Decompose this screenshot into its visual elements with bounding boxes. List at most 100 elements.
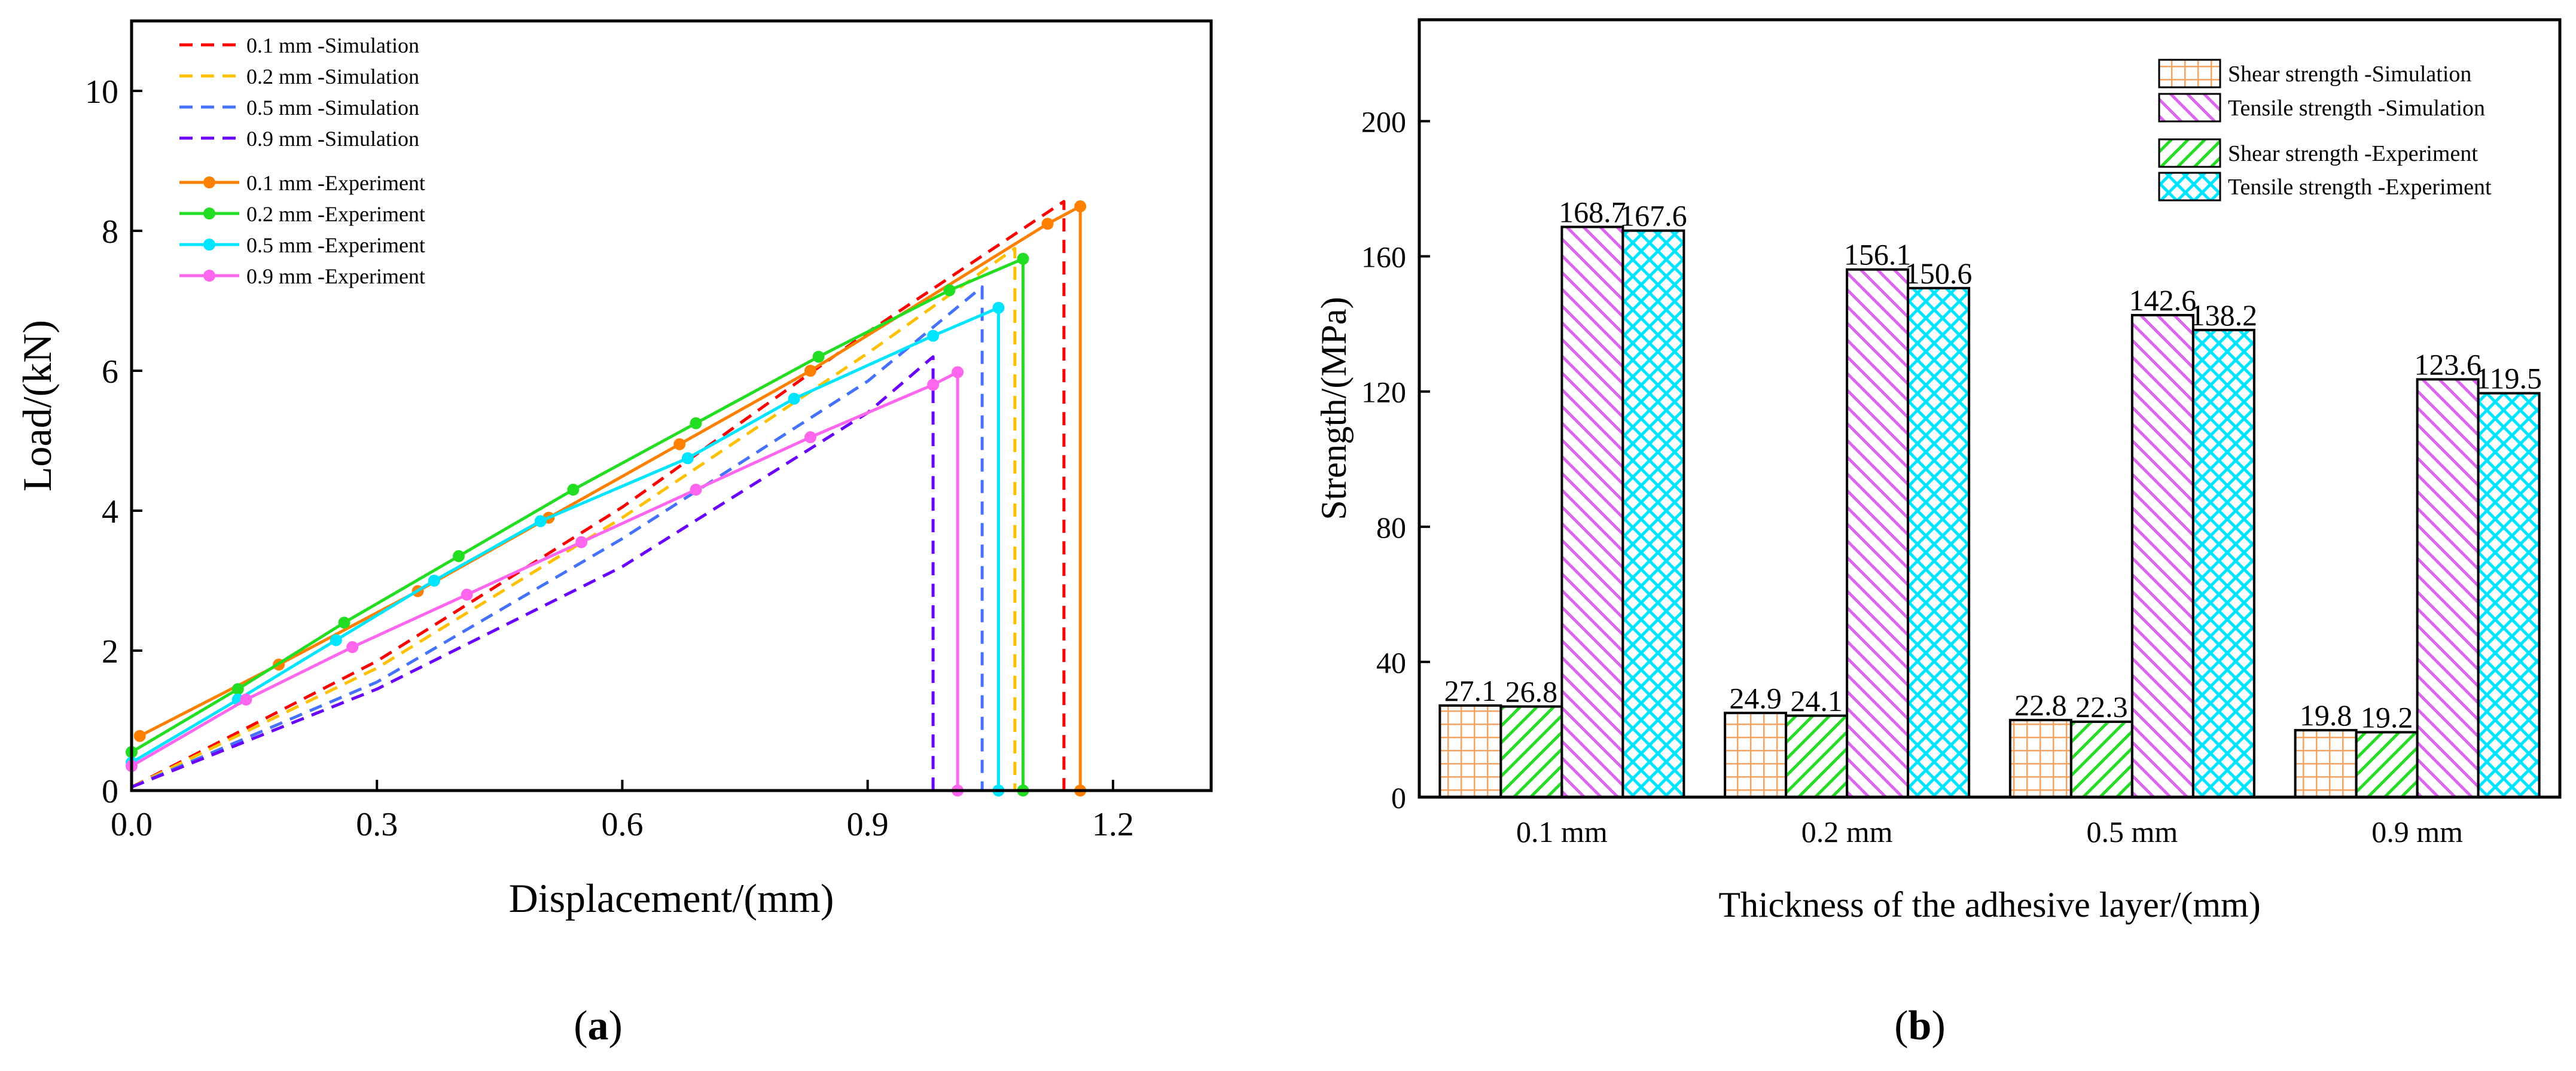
bar: [2069, 720, 2133, 799]
legend-label: 0.9 mm -Simulation: [246, 127, 419, 151]
y-tick-label: 160: [1361, 240, 1406, 274]
legend-marker: [203, 208, 215, 219]
x-tick-label: 0.1 mm: [1516, 815, 1608, 849]
data-point: [690, 483, 702, 496]
bar-value-label: 119.5: [2476, 362, 2542, 395]
x-tick-label: 0.6: [601, 806, 643, 843]
x-axis-ticks: 0.0 0.3 0.6 0.9 1.2: [111, 780, 1134, 843]
y-axis-label: Strength/(MPa): [1314, 297, 1353, 520]
legend-label: 0.2 mm -Experiment: [246, 202, 425, 226]
bar: [2416, 378, 2480, 798]
series-line: [130, 257, 1025, 791]
data-point: [690, 417, 702, 429]
data-point: [133, 730, 146, 742]
data-point: [1017, 252, 1029, 265]
bar-value-label: 142.6: [2129, 283, 2197, 317]
data-point: [240, 693, 252, 706]
panel-letter: a: [588, 1003, 609, 1049]
x-tick-label: 0.9 mm: [2371, 815, 2463, 849]
bar-value-label: 138.2: [2190, 298, 2258, 332]
data-point: [461, 588, 473, 601]
bar-value-label: 156.1: [1844, 238, 1912, 271]
legend-swatch: [2158, 172, 2221, 202]
bar-value-label: 167.6: [1620, 199, 1687, 233]
x-tick-label: 0.3: [356, 806, 398, 843]
series-line: [131, 285, 984, 791]
legend-marker: [203, 239, 215, 251]
legend-label: Tensile strength -Simulation: [2228, 96, 2485, 121]
y-tick-label: 40: [1376, 646, 1406, 679]
bar-value-label: 19.8: [2300, 698, 2352, 732]
data-point: [812, 350, 825, 363]
bar: [1621, 229, 1685, 798]
series-line: [130, 370, 959, 791]
data-point: [804, 365, 816, 377]
y-tick-label: 10: [85, 74, 118, 111]
bar-value-label: 123.6: [2414, 347, 2482, 381]
bar: [2191, 328, 2255, 798]
legend-label: 0.2 mm -Simulation: [246, 65, 419, 89]
series-line: [131, 355, 935, 791]
x-tick-label: 0.9: [847, 806, 889, 843]
data-point: [231, 683, 244, 695]
data-point: [567, 483, 580, 496]
panel-caption: (b): [1894, 1003, 1946, 1049]
y-tick-label: 120: [1361, 376, 1406, 409]
legend-label: 0.1 mm -Experiment: [246, 171, 425, 195]
x-tick-label: 0.0: [111, 806, 153, 843]
data-point: [534, 515, 547, 527]
data-point: [428, 575, 440, 587]
data-point: [804, 431, 816, 444]
legend-marker: [203, 176, 215, 188]
bar: [1785, 714, 1849, 798]
bar-value-label: 26.8: [1505, 675, 1558, 709]
legend-label: Shear strength -Simulation: [2228, 62, 2471, 87]
data-point: [952, 366, 964, 379]
line-series-group: [126, 200, 1087, 797]
bar: [1724, 712, 1788, 798]
bar-value-label: 168.7: [1559, 195, 1626, 228]
bar-value-label: 22.3: [2075, 690, 2128, 724]
x-tick-label: 0.5 mm: [2086, 815, 2178, 849]
bar-value-label: 150.6: [1905, 257, 1973, 290]
y-tick-label: 6: [102, 353, 118, 390]
legend-label: 0.9 mm -Experiment: [246, 264, 425, 288]
x-axis-label: Thickness of the adhesive layer/(mm): [1718, 885, 2260, 924]
data-point: [992, 301, 1005, 314]
bar: [1499, 705, 1563, 798]
series-line: [130, 246, 1017, 791]
data-point: [927, 329, 940, 342]
legend-swatch: [2158, 59, 2221, 89]
data-point: [330, 634, 342, 646]
y-tick-label: 2: [102, 633, 118, 670]
data-point: [681, 452, 694, 465]
x-tick-label: 1.2: [1092, 806, 1134, 843]
y-tick-label: 0: [102, 773, 118, 810]
bar: [1907, 286, 1971, 799]
data-point: [346, 641, 359, 654]
bar: [1560, 225, 1624, 798]
legend-swatch: [2158, 138, 2221, 168]
panel-letter: b: [1909, 1003, 1932, 1049]
legend-label: Shear strength -Experiment: [2228, 141, 2478, 166]
legend-label: 0.5 mm -Experiment: [246, 233, 425, 257]
bar: [2008, 719, 2072, 799]
data-point: [788, 392, 800, 405]
data-point: [338, 617, 350, 629]
plot-frame: [1417, 18, 2562, 799]
bar-value-label: 24.9: [1729, 681, 1782, 715]
bar: [2477, 392, 2541, 798]
legend: Shear strength -Simulation Tensile streng…: [2158, 59, 2492, 202]
legend-swatch: [2158, 93, 2221, 123]
data-point: [943, 284, 956, 297]
line-chart-panel: 0.0 0.3 0.6 0.9 1.2 0 2 4 6 8 10 0.1 mm -Simulati…: [14, 19, 1213, 1049]
bar: [2130, 314, 2194, 798]
bar: [1846, 268, 1910, 798]
data-point: [452, 550, 465, 563]
bar: [2355, 731, 2419, 799]
bar-value-label: 19.2: [2361, 700, 2413, 734]
bar: [1438, 704, 1502, 798]
x-axis-label: Displacement/(mm): [509, 875, 834, 921]
